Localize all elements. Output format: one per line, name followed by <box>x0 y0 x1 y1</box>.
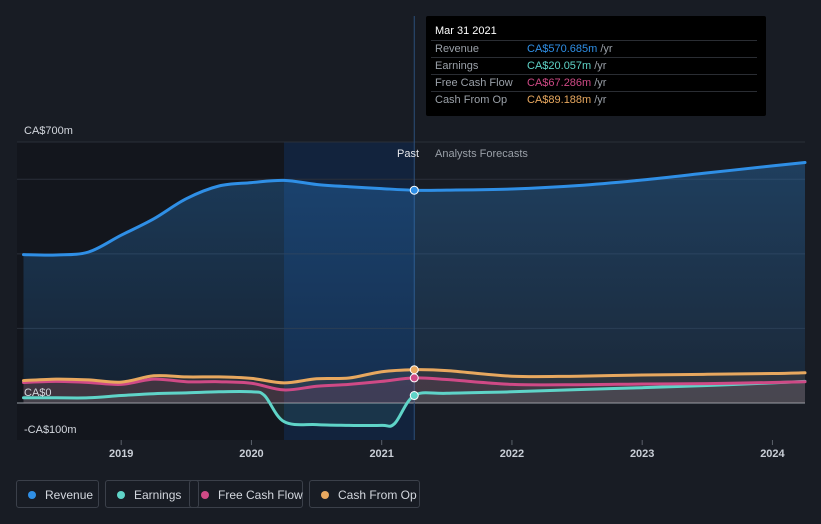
revenue-line <box>22 161 807 257</box>
tooltip-row-name: Cash From Op <box>435 94 508 106</box>
revenue-dot-icon <box>28 491 36 499</box>
tooltip-row-value: CA$67.286m/yr <box>527 77 606 89</box>
tooltip-unit: /yr <box>594 94 607 106</box>
y-axis-zero-label: CA$0 <box>24 387 52 399</box>
x-tick-label: 2019 <box>109 448 133 460</box>
x-tick-label: 2022 <box>500 448 524 460</box>
tooltip-row-earnings: Earnings CA$20.057m/yr <box>431 57 757 75</box>
forecast-label: Analysts Forecasts <box>435 148 528 160</box>
earnings-dot-icon <box>117 491 125 499</box>
tooltip-row-value: CA$20.057m/yr <box>527 60 606 72</box>
past-label: Past <box>397 148 419 160</box>
legend-item-revenue[interactable]: Revenue <box>16 480 99 508</box>
legend-label: Cash From Op <box>338 488 417 502</box>
tooltip-unit: /yr <box>594 77 607 89</box>
x-tick-label: 2021 <box>369 448 393 460</box>
x-tick-label: 2024 <box>760 448 785 460</box>
y-axis-top-label: CA$700m <box>24 125 73 137</box>
tooltip-row-name: Earnings <box>435 60 479 72</box>
cash-from-op-line <box>22 368 807 385</box>
tooltip-value-earnings: CA$20.057m <box>527 60 592 72</box>
earnings-line <box>22 379 807 428</box>
x-tick-label: 2020 <box>239 448 263 460</box>
tooltip: Mar 31 2021 Revenue CA$570.685m/yr Earni… <box>426 16 766 116</box>
legend-item-free-cash-flow[interactable]: Free Cash Flow <box>189 480 303 508</box>
free-cash-flow-marker <box>409 373 419 383</box>
tooltip-row-value: CA$570.685m/yr <box>527 43 613 55</box>
legend-label: Earnings <box>134 488 182 502</box>
free-cash-flow-line <box>22 376 807 392</box>
tooltip-row-free-cash-flow: Free Cash Flow CA$67.286m/yr <box>431 74 757 92</box>
tooltip-unit: /yr <box>594 60 607 72</box>
tooltip-row-name: Free Cash Flow <box>435 77 513 89</box>
legend-item-cash-from-op[interactable]: Cash From Op <box>309 480 420 508</box>
x-axis-ticks: 2019 2020 2021 2022 2023 2024 <box>109 440 786 460</box>
cash-from-op-dot-icon <box>321 491 329 499</box>
tooltip-value-revenue: CA$570.685m <box>527 43 598 55</box>
tooltip-unit: /yr <box>600 43 613 55</box>
x-tick-label: 2023 <box>630 448 654 460</box>
revenue-area <box>23 162 805 403</box>
cash-from-op-marker <box>409 365 419 375</box>
series-lines <box>22 161 807 428</box>
tooltip-value-cash-from-op: CA$89.188m <box>527 94 592 106</box>
free-cash-flow-area <box>23 377 805 403</box>
revenue-marker <box>409 185 419 195</box>
y-axis-bottom-label: -CA$100m <box>24 424 77 436</box>
earnings-marker <box>409 391 419 401</box>
legend-label: Revenue <box>45 488 94 502</box>
legend-item-earnings[interactable]: Earnings <box>105 480 199 508</box>
free-cash-flow-dot-icon <box>201 491 209 499</box>
legend-label: Free Cash Flow <box>218 488 303 502</box>
tooltip-row-revenue: Revenue CA$570.685m/yr <box>431 40 757 58</box>
tooltip-date: Mar 31 2021 <box>435 25 497 37</box>
tooltip-row-value: CA$89.188m/yr <box>527 94 606 106</box>
tooltip-value-free-cash-flow: CA$67.286m <box>527 77 592 89</box>
tooltip-markers <box>409 185 419 401</box>
tooltip-row-cash-from-op: Cash From Op CA$89.188m/yr <box>431 91 757 109</box>
tooltip-row-name: Revenue <box>435 43 480 55</box>
